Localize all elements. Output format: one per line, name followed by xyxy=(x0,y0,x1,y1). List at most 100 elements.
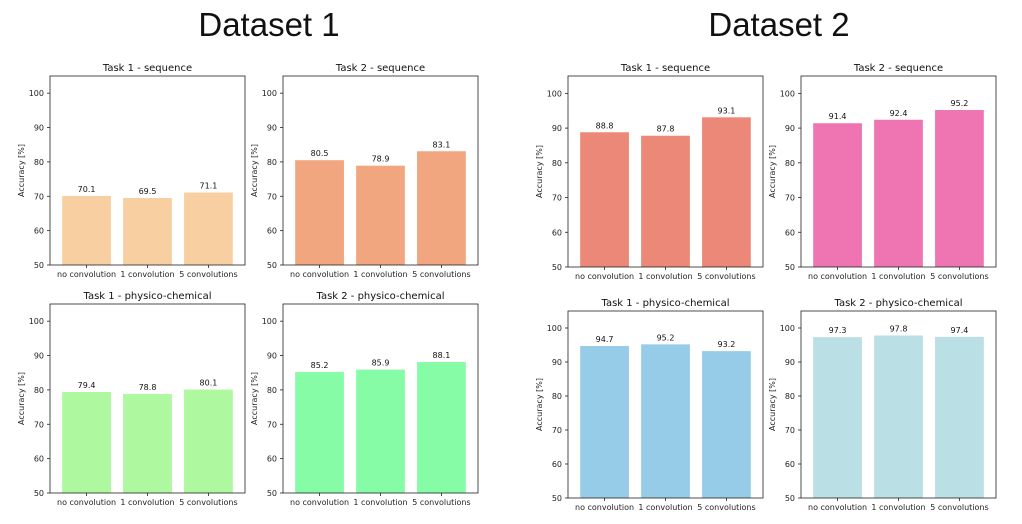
y-tick-label: 50 xyxy=(267,261,277,270)
y-tick-label: 90 xyxy=(267,352,277,361)
bar-value-label: 91.4 xyxy=(829,112,847,121)
chart-title: Task 2 - physico-chemical xyxy=(833,298,962,309)
bar xyxy=(874,119,923,267)
x-tick-label: no convolution xyxy=(57,498,116,507)
y-axis-label: Accuracy [%] xyxy=(768,378,777,431)
plot-frame xyxy=(282,303,479,494)
y-tick-label: 50 xyxy=(34,261,44,270)
plot-frame xyxy=(800,310,997,499)
x-tick-label: no convolution xyxy=(290,270,349,279)
y-tick-label: 70 xyxy=(785,426,795,435)
y-tick-label: 60 xyxy=(34,227,44,236)
bar-value-label: 95.2 xyxy=(657,333,675,342)
y-tick-label: 100 xyxy=(547,324,562,333)
bar xyxy=(702,117,751,267)
bar-value-label: 93.1 xyxy=(718,106,736,115)
y-tick-label: 80 xyxy=(552,159,562,168)
y-tick-label: 60 xyxy=(552,460,562,469)
y-tick-label: 90 xyxy=(552,124,562,133)
bar-value-label: 87.8 xyxy=(657,125,675,134)
y-tick-label: 80 xyxy=(785,392,795,401)
bar xyxy=(295,160,344,265)
x-tick-label: no convolution xyxy=(290,498,349,507)
bar xyxy=(356,369,405,493)
y-tick-label: 80 xyxy=(267,386,277,395)
bar-value-label: 97.8 xyxy=(890,324,908,333)
y-tick-label: 80 xyxy=(267,158,277,167)
bar xyxy=(641,344,690,498)
x-tick-label: 1 convolution xyxy=(871,272,925,281)
x-tick-label: no convolution xyxy=(575,503,634,512)
y-tick-label: 50 xyxy=(552,494,562,503)
chart-title: Task 1 - sequence xyxy=(620,63,710,74)
y-tick-label: 100 xyxy=(29,89,44,98)
dataset-2-title: Dataset 2 xyxy=(708,6,850,43)
y-tick-label: 50 xyxy=(267,489,277,498)
y-axis-label: Accuracy [%] xyxy=(250,144,259,197)
bar-value-label: 78.8 xyxy=(139,383,157,392)
y-tick-label: 70 xyxy=(34,192,44,201)
chart-dataset1-task1-physico-chemical: Task 1 - physico-chemical 50 60 70 80 90 100 Ac… xyxy=(17,291,246,507)
bar-value-label: 79.4 xyxy=(78,381,96,390)
bar-value-label: 93.2 xyxy=(718,340,736,349)
y-tick-label: 50 xyxy=(34,489,44,498)
y-tick-label: 50 xyxy=(785,263,795,272)
x-tick-label: no convolution xyxy=(57,270,116,279)
x-tick-label: 1 convolution xyxy=(120,270,174,279)
y-tick-label: 100 xyxy=(262,89,277,98)
chart-title: Task 2 - sequence xyxy=(853,63,943,74)
y-tick-label: 70 xyxy=(34,420,44,429)
plot-frame xyxy=(567,310,764,499)
y-axis-label: Accuracy [%] xyxy=(17,144,26,197)
bar xyxy=(580,132,629,267)
chart-title: Task 1 - sequence xyxy=(102,63,192,74)
bar-value-label: 85.9 xyxy=(372,359,390,368)
y-tick-label: 80 xyxy=(552,392,562,401)
bar xyxy=(123,394,172,493)
y-tick-label: 60 xyxy=(552,228,562,237)
chart-title: Task 2 - sequence xyxy=(335,63,425,74)
bar xyxy=(641,135,690,267)
y-tick-label: 80 xyxy=(785,159,795,168)
bar-value-label: 85.2 xyxy=(311,361,329,370)
dataset-1-title: Dataset 1 xyxy=(198,6,340,43)
y-tick-label: 50 xyxy=(785,494,795,503)
bar-value-label: 71.1 xyxy=(200,181,218,190)
chart-dataset2-task1-physico-chemical: Task 1 - physico-chemical 50 60 70 80 90 100 Ac… xyxy=(535,298,764,512)
plot-frame xyxy=(800,75,997,268)
y-axis-label: Accuracy [%] xyxy=(535,378,544,431)
x-tick-label: 5 convolutions xyxy=(930,503,988,512)
x-tick-label: 1 convolution xyxy=(638,503,692,512)
bar xyxy=(813,337,862,498)
y-tick-label: 70 xyxy=(267,420,277,429)
bar xyxy=(874,335,923,498)
bar-value-label: 97.4 xyxy=(951,326,969,335)
y-tick-label: 50 xyxy=(552,263,562,272)
x-tick-label: 5 convolutions xyxy=(930,272,988,281)
bar xyxy=(356,165,405,265)
y-tick-label: 100 xyxy=(29,317,44,326)
x-tick-label: 5 convolutions xyxy=(412,270,470,279)
bar-value-label: 83.1 xyxy=(433,140,451,149)
plot-frame xyxy=(282,75,479,266)
bar xyxy=(62,391,111,493)
y-tick-label: 90 xyxy=(34,352,44,361)
y-tick-label: 90 xyxy=(785,124,795,133)
bar-value-label: 94.7 xyxy=(596,335,614,344)
y-tick-label: 100 xyxy=(547,89,562,98)
y-tick-label: 90 xyxy=(34,124,44,133)
bar xyxy=(417,151,466,265)
y-tick-label: 80 xyxy=(34,158,44,167)
bar xyxy=(184,192,233,265)
y-tick-label: 60 xyxy=(785,460,795,469)
y-axis-label: Accuracy [%] xyxy=(535,145,544,198)
y-tick-label: 70 xyxy=(552,194,562,203)
chart-title: Task 2 - physico-chemical xyxy=(315,291,444,302)
bar xyxy=(417,362,466,493)
bar xyxy=(702,351,751,498)
y-tick-label: 60 xyxy=(267,455,277,464)
bar-value-label: 80.1 xyxy=(200,379,218,388)
x-tick-label: 1 convolution xyxy=(353,270,407,279)
x-tick-label: no convolution xyxy=(808,272,867,281)
x-tick-label: 5 convolutions xyxy=(697,503,755,512)
